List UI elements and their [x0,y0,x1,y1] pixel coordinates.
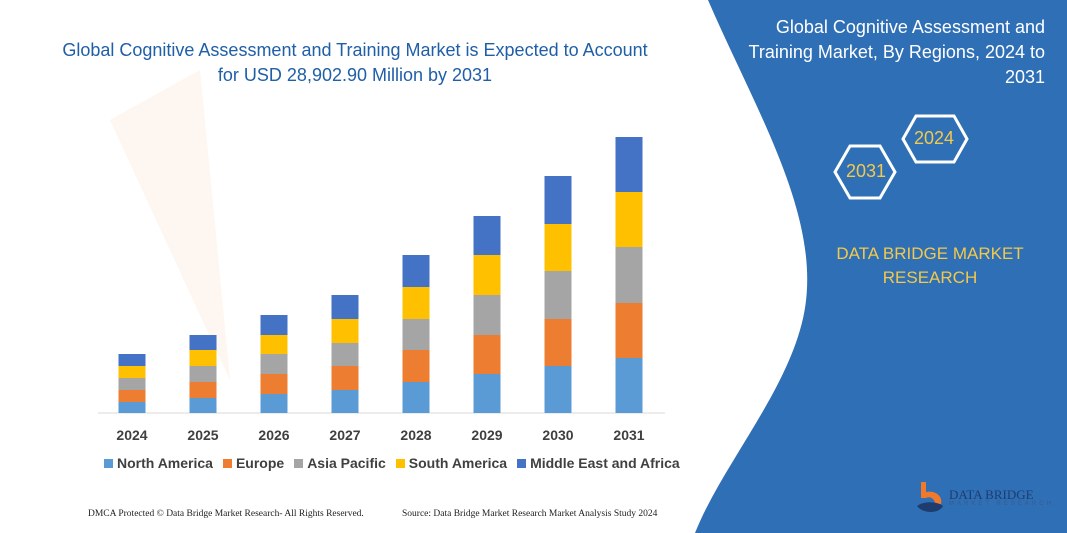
legend-swatch [517,458,527,468]
x-tick-label: 2026 [258,427,289,443]
side-panel [695,0,1067,533]
legend-item: North America [104,455,213,471]
bar-segment-2031-middle-east-and-africa [615,137,643,192]
legend-label: Europe [235,455,285,471]
bar-segment-2025-asia-pacific [189,366,217,382]
bar-segment-2028-middle-east-and-africa [402,255,430,287]
bar-segment-2031-europe [615,303,643,358]
legend-swatch [104,458,113,468]
hex-label-2024: 2024 [914,128,955,148]
bar-segment-2027-europe [331,366,359,390]
legend-item: Europe [222,455,285,471]
bar-segment-2031-south-america [615,192,643,247]
bar-segment-2024-south-america [118,366,146,378]
bar-segment-2030-europe [544,319,572,366]
page-title: Global Cognitive Assessment and Training… [62,40,648,85]
legend-item: South America [395,455,508,471]
side-title: Global Cognitive Assessment and Training… [748,17,1045,87]
legend: North America Europe Asia Pacific South Ame… [104,455,680,471]
company-logo: DATA BRIDGE MARKET RESEARCH [915,480,1054,514]
stacked-bar-chart: 2024 2025 2026 2027 2028 2029 2030 2031 [98,137,665,443]
bar-segment-2024-north-america [118,402,146,413]
bar-segment-2029-middle-east-and-africa [473,216,501,255]
bar-segment-2031-north-america [615,358,643,413]
bar-segment-2027-middle-east-and-africa [331,295,359,319]
hex-label-2031: 2031 [846,161,887,181]
bar-segment-2030-middle-east-and-africa [544,176,572,224]
x-tick-label: 2029 [471,427,502,443]
footer-source: Source: Data Bridge Market Research Mark… [402,509,658,519]
legend-swatch [294,458,304,468]
hex-2024 [901,114,969,164]
bar-segment-2026-north-america [260,394,288,413]
bar-segment-2025-south-america [189,350,217,366]
legend-item: Asia Pacific [294,455,386,471]
bar-segment-2026-south-america [260,335,288,354]
legend-swatch [395,458,405,468]
x-tick-label: 2025 [187,427,218,443]
watermark-logo [110,70,230,380]
bar-segment-2029-north-america [473,374,501,413]
bar-segment-2029-europe [473,335,501,374]
bar-segment-2025-north-america [189,398,217,413]
bar-segment-2026-middle-east-and-africa [260,315,288,335]
bar-segment-2027-south-america [331,319,359,343]
x-tick-label: 2030 [542,427,573,443]
bar-segment-2024-middle-east-and-africa [118,354,146,366]
bar-segment-2029-south-america [473,255,501,295]
legend-label: Middle East and Africa [530,455,680,471]
logo-text: DATA BRIDGE [949,486,1034,502]
legend-item: Middle East and Africa [517,455,680,471]
logo-subtext: MARKET RESEARCH [949,500,1054,507]
bar-segment-2026-asia-pacific [260,354,288,374]
bar-segment-2024-europe [118,390,146,402]
bar-segment-2028-north-america [402,382,430,413]
hex-2031 [833,144,897,200]
bar-segment-2026-europe [260,374,288,394]
brand-text: DATA BRIDGE MARKET RESEARCH [836,244,1024,287]
bar-segment-2024-asia-pacific [118,378,146,390]
bar-segment-2028-south-america [402,287,430,319]
footer-copyright: DMCA Protected © Data Bridge Market Rese… [88,509,364,519]
x-tick-label: 2028 [400,427,431,443]
logo-icon [917,482,943,512]
x-tick-label: 2024 [116,427,147,443]
bar-segment-2025-middle-east-and-africa [189,335,217,350]
bar-segment-2030-north-america [544,366,572,413]
legend-label: North America [117,455,213,471]
bar-segment-2030-asia-pacific [544,271,572,319]
x-tick-label: 2027 [329,427,360,443]
bar-segment-2028-europe [402,350,430,382]
bar-segment-2030-south-america [544,224,572,271]
bar-segment-2025-europe [189,382,217,398]
bar-segment-2029-asia-pacific [473,295,501,335]
bar-segment-2027-north-america [331,390,359,413]
bar-segment-2027-asia-pacific [331,343,359,366]
x-tick-label: 2031 [613,427,644,443]
legend-label: Asia Pacific [307,455,386,471]
bar-segment-2028-asia-pacific [402,319,430,350]
legend-label: South America [408,455,508,471]
legend-swatch [222,458,232,468]
bar-segment-2031-asia-pacific [615,247,643,303]
